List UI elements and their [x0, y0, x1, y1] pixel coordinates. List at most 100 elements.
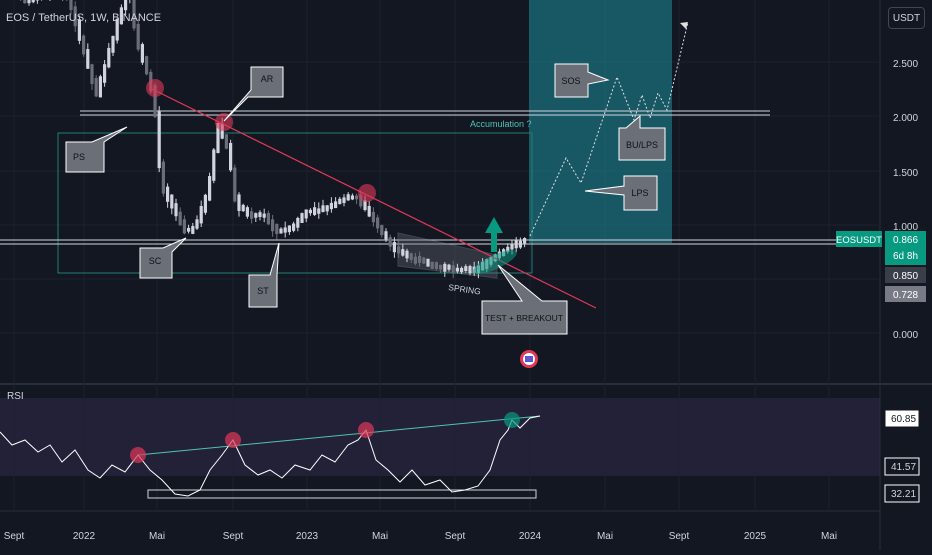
candle-body	[401, 249, 404, 255]
candle-body	[368, 206, 371, 217]
candle-body	[300, 213, 303, 223]
candle-body	[145, 56, 148, 74]
candle-body	[372, 212, 375, 222]
candle-body	[418, 256, 421, 263]
symbol-title[interactable]: EOS / TetherUS, 1W, BINANCE	[6, 12, 161, 24]
candle-body	[405, 251, 408, 259]
candle-body	[254, 213, 257, 218]
candle-body	[519, 241, 522, 248]
time-label-2024: 2024	[519, 531, 542, 542]
candle-body	[183, 219, 186, 233]
candle-body	[393, 242, 396, 252]
candle-body	[23, 0, 26, 3]
candle-body	[305, 209, 308, 218]
candle-body	[296, 218, 299, 228]
candle-body	[86, 49, 89, 69]
price-pane[interactable]	[0, 0, 880, 380]
candle-body	[246, 207, 249, 216]
candle-body	[435, 262, 438, 269]
candle-body	[141, 44, 144, 63]
callout-bu-lps-label: BU/LPS	[626, 140, 658, 150]
candle-body	[414, 257, 417, 264]
candle-body	[342, 197, 345, 203]
candle-body	[212, 150, 215, 181]
candle-body	[389, 237, 392, 246]
rsi-axis[interactable]: 60.85 41.57 32.21	[885, 410, 919, 502]
candle-body	[263, 214, 266, 218]
candle-body	[103, 64, 106, 83]
candle-body	[443, 264, 446, 272]
lower-high-marker	[358, 184, 376, 202]
event-flag-icon[interactable]	[520, 350, 538, 368]
rsi-tag-3221: 32.21	[891, 489, 916, 500]
candle-body	[309, 210, 312, 213]
candle-body	[107, 48, 110, 67]
candle-body	[288, 226, 291, 233]
candle-body	[410, 253, 413, 260]
candle-body	[187, 228, 190, 232]
candle-body	[90, 64, 93, 84]
candle-body	[351, 195, 354, 199]
time-label-sept-2022: Sept	[223, 531, 244, 542]
rsi-band	[0, 398, 880, 476]
symbol-tag: EOSUSDT	[836, 235, 882, 246]
price-tick-2000: 2.000	[893, 113, 918, 124]
candle-body	[510, 243, 513, 249]
candle-body	[326, 205, 329, 211]
candle-body	[32, 0, 35, 2]
time-label-mai-2024: Mai	[597, 531, 613, 542]
candle-body	[191, 226, 194, 234]
price-tick-0000: 0.000	[893, 330, 918, 341]
ar-marker	[215, 113, 233, 131]
level-tag-0850[interactable]: 0.850	[885, 267, 926, 283]
time-label-sept-2023: Sept	[445, 531, 466, 542]
last-price-value: 0.866	[893, 235, 918, 246]
candle-body	[137, 24, 140, 50]
candle-body	[170, 195, 173, 209]
candle-body	[174, 203, 177, 216]
time-label-2025: 2025	[744, 531, 767, 542]
accumulation-label: Accumulation ?	[470, 119, 532, 129]
candle-body	[99, 76, 102, 97]
candle-body	[355, 196, 358, 200]
candle-body	[468, 266, 471, 273]
candle-body	[225, 134, 228, 148]
callout-sos-label: SOS	[561, 76, 580, 86]
candle-body	[452, 265, 455, 272]
candle-body	[447, 265, 450, 270]
candle-body	[275, 224, 278, 234]
ps-marker	[146, 79, 164, 97]
price-tick-2500: 2.500	[893, 59, 918, 70]
time-label-sept-2021: Sept	[4, 531, 25, 542]
callout-sc-label: SC	[149, 256, 162, 266]
candle-body	[380, 225, 383, 235]
rsi-marker-1	[130, 447, 146, 463]
rsi-marker-3	[358, 422, 374, 438]
level-tag-0728-value: 0.728	[893, 290, 918, 301]
candle-body	[376, 217, 379, 228]
currency-button[interactable]: USDT	[888, 7, 925, 29]
price-tick-1500: 1.500	[893, 168, 918, 179]
candle-body	[237, 194, 240, 211]
candle-body	[242, 205, 245, 211]
candle-body	[515, 240, 518, 248]
candle-body	[69, 0, 72, 10]
candle-body	[456, 268, 459, 272]
candle-body	[271, 219, 274, 231]
candle-body	[317, 208, 320, 213]
candle-body	[338, 199, 341, 204]
candle-body	[439, 265, 442, 270]
rsi-tag-4157: 41.57	[891, 462, 916, 473]
rsi-tag-6085: 60.85	[891, 414, 916, 425]
candle-body	[124, 0, 127, 10]
candle-body	[27, 0, 30, 3]
time-label-2023: 2023	[296, 531, 319, 542]
callout-ar-label: AR	[261, 74, 274, 84]
level-tag-0728[interactable]: 0.728	[885, 286, 926, 302]
candle-body	[284, 227, 287, 232]
level-tag-0850-value: 0.850	[893, 271, 918, 282]
candle-body	[111, 36, 114, 53]
time-axis[interactable]: Sept 2022 Mai Sept 2023 Mai Sept 2024 Ma…	[4, 531, 837, 542]
